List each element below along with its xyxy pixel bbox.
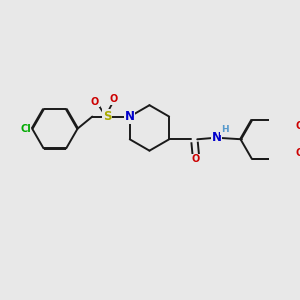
Text: O: O <box>110 94 118 104</box>
Text: H: H <box>221 125 228 134</box>
Text: N: N <box>212 131 221 145</box>
Text: O: O <box>295 148 300 158</box>
Text: N: N <box>125 110 135 123</box>
Text: O: O <box>192 154 200 164</box>
Text: O: O <box>91 97 99 107</box>
Text: S: S <box>103 110 111 123</box>
Text: Cl: Cl <box>20 124 31 134</box>
Text: O: O <box>295 121 300 131</box>
